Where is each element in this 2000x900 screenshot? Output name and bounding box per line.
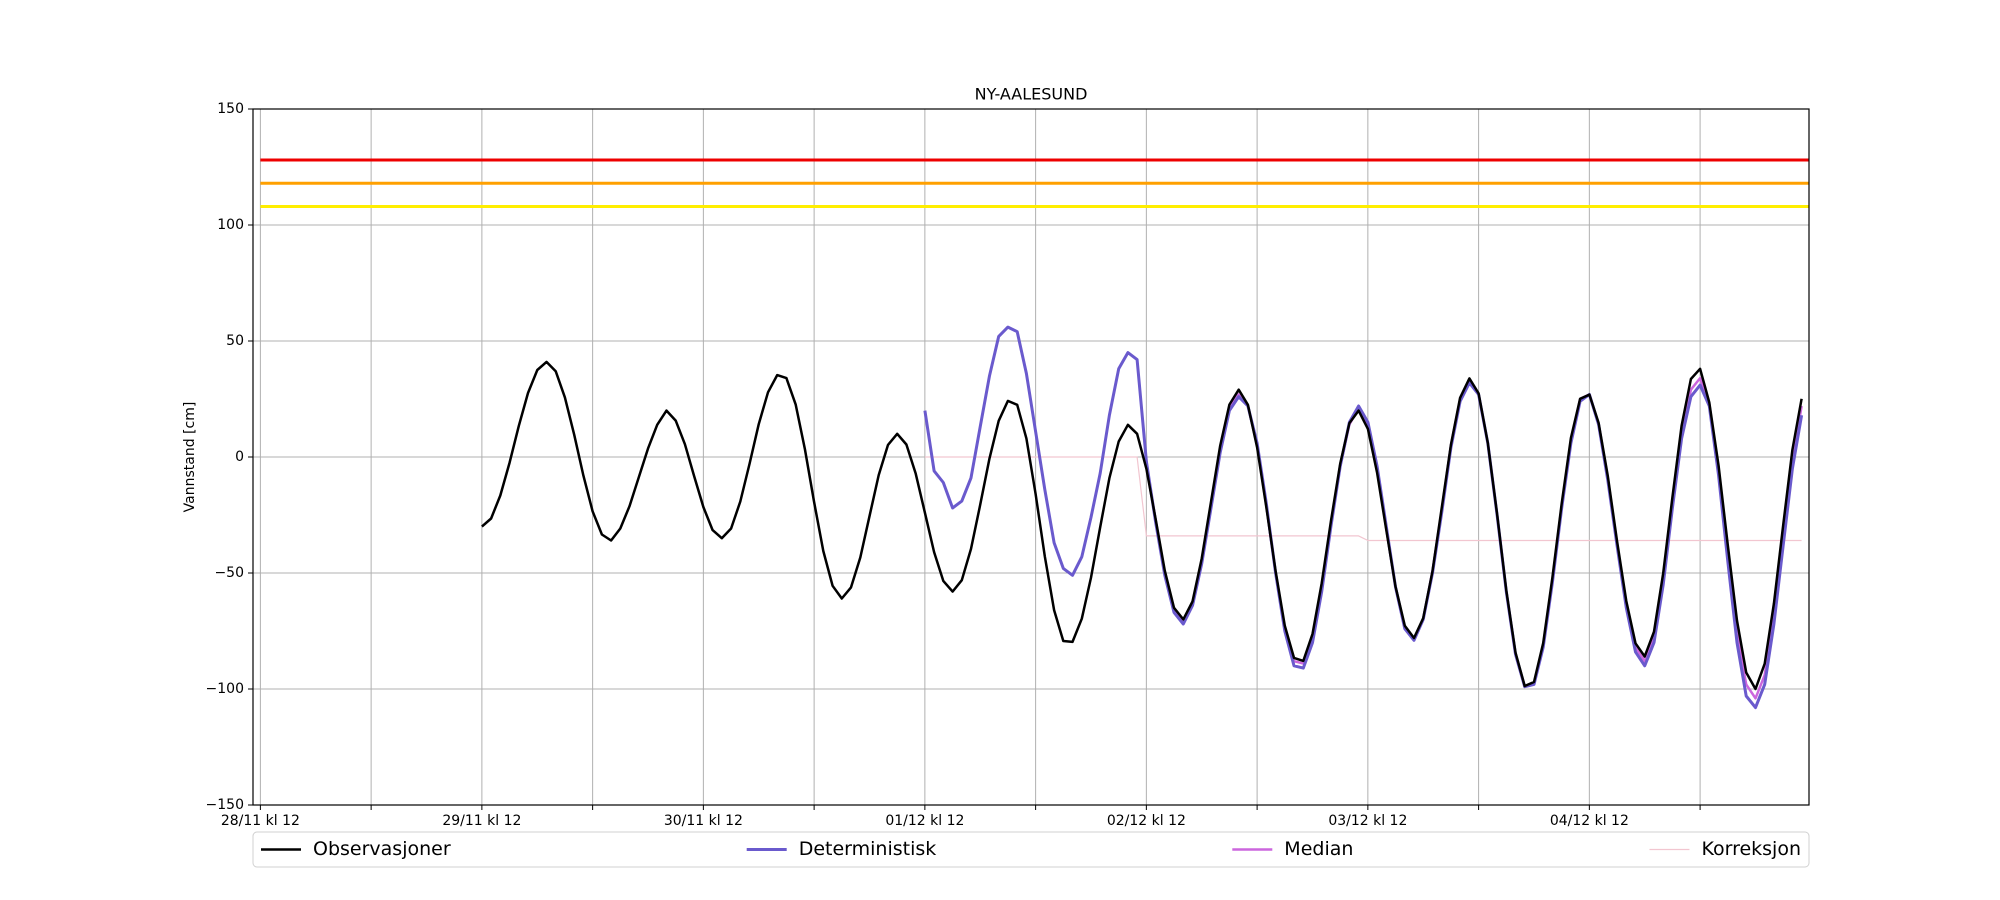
legend-label: Observasjoner: [313, 838, 451, 860]
legend-label: Median: [1284, 838, 1353, 860]
x-tick-label: 03/12 kl 12: [1328, 813, 1407, 829]
y-tick-label: 150: [217, 101, 244, 117]
y-axis-label: Vannstand [cm]: [182, 402, 198, 513]
y-tick-label: 50: [226, 333, 244, 349]
x-tick-label: 04/12 kl 12: [1550, 813, 1629, 829]
plot-frame: [252, 108, 1810, 806]
y-tick-label: −150: [206, 797, 244, 813]
y-tick-label: −50: [214, 565, 244, 581]
series-line: [924, 456, 1802, 542]
legend-box: [252, 831, 1810, 868]
x-tick-label: 30/11 kl 12: [664, 813, 743, 829]
x-tick-label: 02/12 kl 12: [1107, 813, 1186, 829]
x-tick-label: 29/11 kl 12: [442, 813, 521, 829]
y-tick-label: −100: [206, 681, 244, 697]
y-tick-label: 100: [217, 217, 244, 233]
series-line: [923, 325, 1804, 710]
x-tick-label: 01/12 kl 12: [885, 813, 964, 829]
x-tick-label: 28/11 kl 12: [221, 813, 300, 829]
y-tick-label: 0: [235, 449, 244, 465]
legend: Observasjoner Deterministisk Median Korreks…: [261, 838, 1801, 860]
series-line: [481, 360, 1803, 691]
legend-label: Deterministisk: [799, 838, 937, 860]
legend-label: Korreksjon: [1701, 838, 1801, 860]
series-line: [1145, 376, 1803, 700]
chart-title: NY-AALESUND: [975, 85, 1088, 104]
